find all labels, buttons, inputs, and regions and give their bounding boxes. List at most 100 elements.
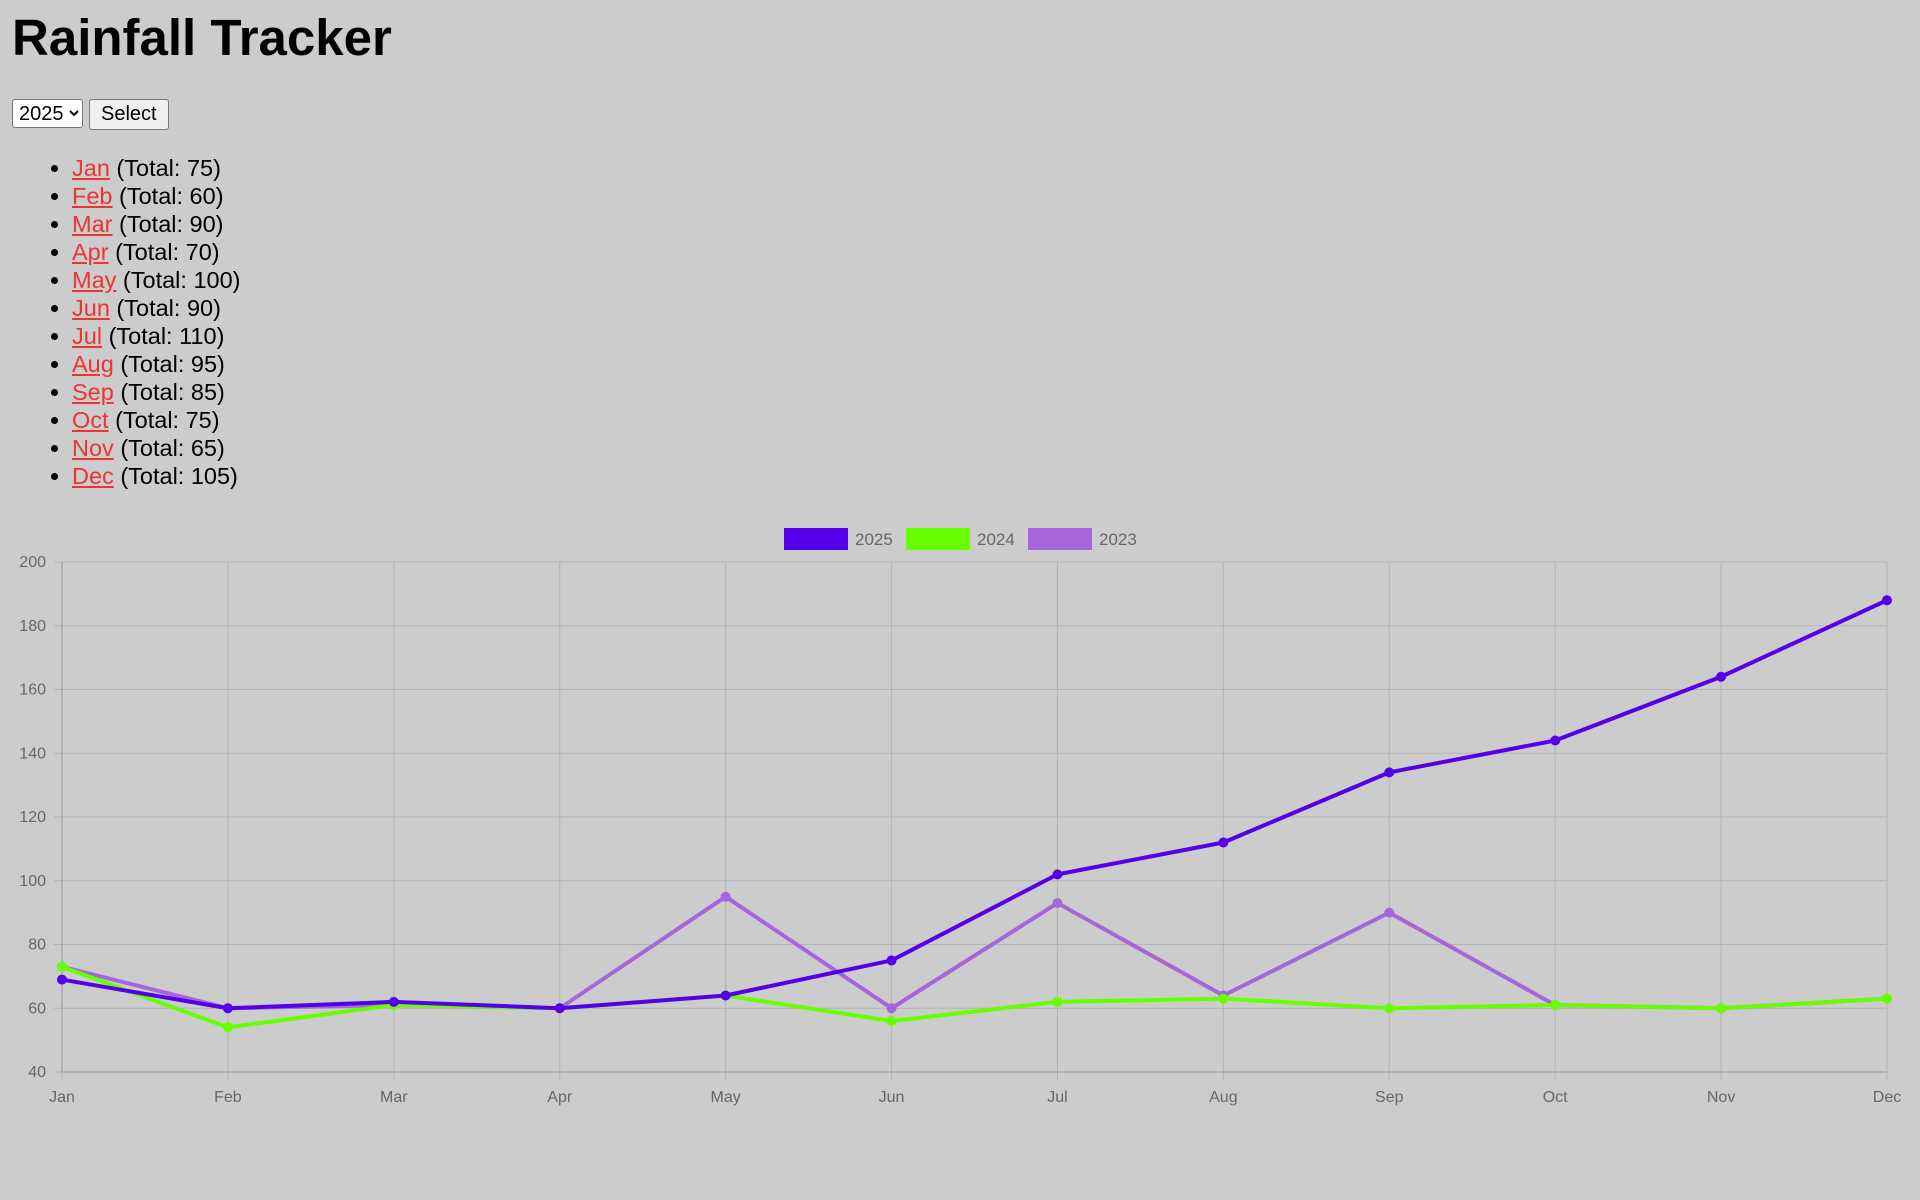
month-total: (Total: 85) [113, 379, 225, 405]
y-tick-label: 100 [19, 873, 46, 890]
data-point [57, 961, 67, 972]
data-point [1550, 735, 1561, 746]
month-list-item: Apr (Total: 70) [72, 238, 241, 266]
month-link-feb[interactable]: Feb [72, 183, 113, 209]
data-point [720, 891, 731, 902]
month-total: (Total: 60) [112, 183, 224, 209]
x-tick-label: Oct [1543, 1089, 1568, 1106]
data-point [1218, 993, 1229, 1004]
data-point [886, 1003, 897, 1014]
month-link-nov[interactable]: Nov [72, 435, 114, 461]
month-total: (Total: 70) [108, 239, 220, 265]
data-point [1218, 837, 1229, 848]
data-point [57, 974, 67, 985]
month-link-dec[interactable]: Dec [72, 463, 114, 489]
month-list-item: Sep (Total: 85) [72, 378, 241, 406]
series-2024 [57, 961, 1892, 1033]
legend-label: 2025 [855, 530, 893, 549]
y-tick-label: 80 [28, 937, 46, 954]
month-total: (Total: 90) [112, 211, 224, 237]
month-link-aug[interactable]: Aug [72, 351, 114, 377]
month-total: (Total: 75) [108, 407, 220, 433]
month-total: (Total: 100) [116, 267, 241, 293]
x-tick-label: Aug [1209, 1089, 1237, 1106]
data-point [1716, 1003, 1727, 1014]
month-total: (Total: 105) [113, 463, 238, 489]
month-link-mar[interactable]: Mar [72, 211, 113, 237]
month-total: (Total: 90) [109, 295, 221, 321]
month-list: Jan (Total: 75)Feb (Total: 60)Mar (Total… [0, 154, 241, 490]
series-2023 [57, 891, 1892, 1014]
series-line [61, 964, 1888, 1030]
month-list-item: Nov (Total: 65) [72, 434, 241, 462]
series-2025 [57, 595, 1892, 1014]
y-tick-label: 200 [19, 554, 46, 571]
data-point [1384, 907, 1395, 918]
month-list-item: Jul (Total: 110) [72, 322, 241, 350]
legend-label: 2023 [1099, 530, 1137, 549]
data-point [1052, 996, 1063, 1007]
legend-item: 2025 [784, 528, 893, 550]
legend-item: 2023 [1028, 528, 1137, 550]
x-tick-label: Jun [879, 1089, 905, 1106]
data-point [1384, 767, 1395, 778]
data-point [886, 955, 897, 966]
y-tick-label: 140 [19, 745, 46, 762]
month-total: (Total: 110) [102, 323, 225, 349]
data-point [1052, 898, 1063, 909]
series-line [61, 894, 1888, 1011]
x-tick-label: Sep [1375, 1089, 1404, 1106]
month-list-item: May (Total: 100) [72, 266, 241, 294]
rainfall-chart: 40 60 80 100 120 140 160 180 200 Jan Feb Mar Apr May J… [19, 528, 1901, 1106]
legend-swatch [784, 528, 848, 550]
page-title: Rainfall Tracker [12, 9, 392, 66]
legend-swatch [1028, 528, 1092, 550]
month-list-item: Mar (Total: 90) [72, 210, 241, 238]
x-tick-label: Apr [547, 1089, 573, 1106]
month-link-jul[interactable]: Jul [72, 323, 103, 349]
year-controls: 2025 Select [12, 99, 169, 130]
month-list-item: Oct (Total: 75) [72, 406, 241, 434]
y-tick-label: 180 [19, 618, 46, 635]
x-tick-label: Jan [49, 1089, 75, 1106]
data-point [222, 1003, 233, 1014]
legend-label: 2024 [977, 530, 1015, 549]
month-list-item: Jun (Total: 90) [72, 294, 241, 322]
month-link-jun[interactable]: Jun [72, 295, 110, 321]
y-tick-label: 60 [28, 1000, 46, 1017]
x-tick-label: Nov [1707, 1089, 1735, 1106]
data-point [222, 1022, 233, 1033]
month-link-may[interactable]: May [72, 267, 117, 293]
data-point [388, 996, 399, 1007]
month-list-item: Dec (Total: 105) [72, 462, 241, 490]
legend-swatch [906, 528, 970, 550]
month-link-jan[interactable]: Jan [72, 155, 110, 181]
x-tick-label: May [711, 1089, 741, 1106]
data-point [720, 990, 731, 1001]
data-point [1052, 869, 1063, 880]
month-total: (Total: 65) [113, 435, 225, 461]
data-point [1550, 1000, 1561, 1011]
x-tick-label: Dec [1873, 1089, 1901, 1106]
month-link-sep[interactable]: Sep [72, 379, 114, 405]
y-tick-label: 120 [19, 809, 46, 826]
data-point [1384, 1003, 1395, 1014]
y-tick-label: 160 [19, 682, 46, 699]
x-tick-label: Feb [214, 1089, 242, 1106]
month-list-item: Aug (Total: 95) [72, 350, 241, 378]
month-total: (Total: 95) [113, 351, 225, 377]
data-point [554, 1003, 565, 1014]
series-line [61, 598, 1888, 1011]
x-tick-label: Mar [380, 1089, 408, 1106]
year-select[interactable]: 2025 [12, 99, 83, 128]
month-list-item: Jan (Total: 75) [72, 154, 241, 182]
select-button[interactable]: Select [89, 99, 169, 130]
month-list-item: Feb (Total: 60) [72, 182, 241, 210]
y-tick-label: 40 [28, 1064, 46, 1081]
month-link-oct[interactable]: Oct [72, 407, 109, 433]
data-point [1882, 993, 1892, 1004]
month-total: (Total: 75) [109, 155, 221, 181]
data-point [1716, 671, 1727, 682]
month-link-apr[interactable]: Apr [72, 239, 109, 265]
x-tick-label: Jul [1047, 1089, 1067, 1106]
